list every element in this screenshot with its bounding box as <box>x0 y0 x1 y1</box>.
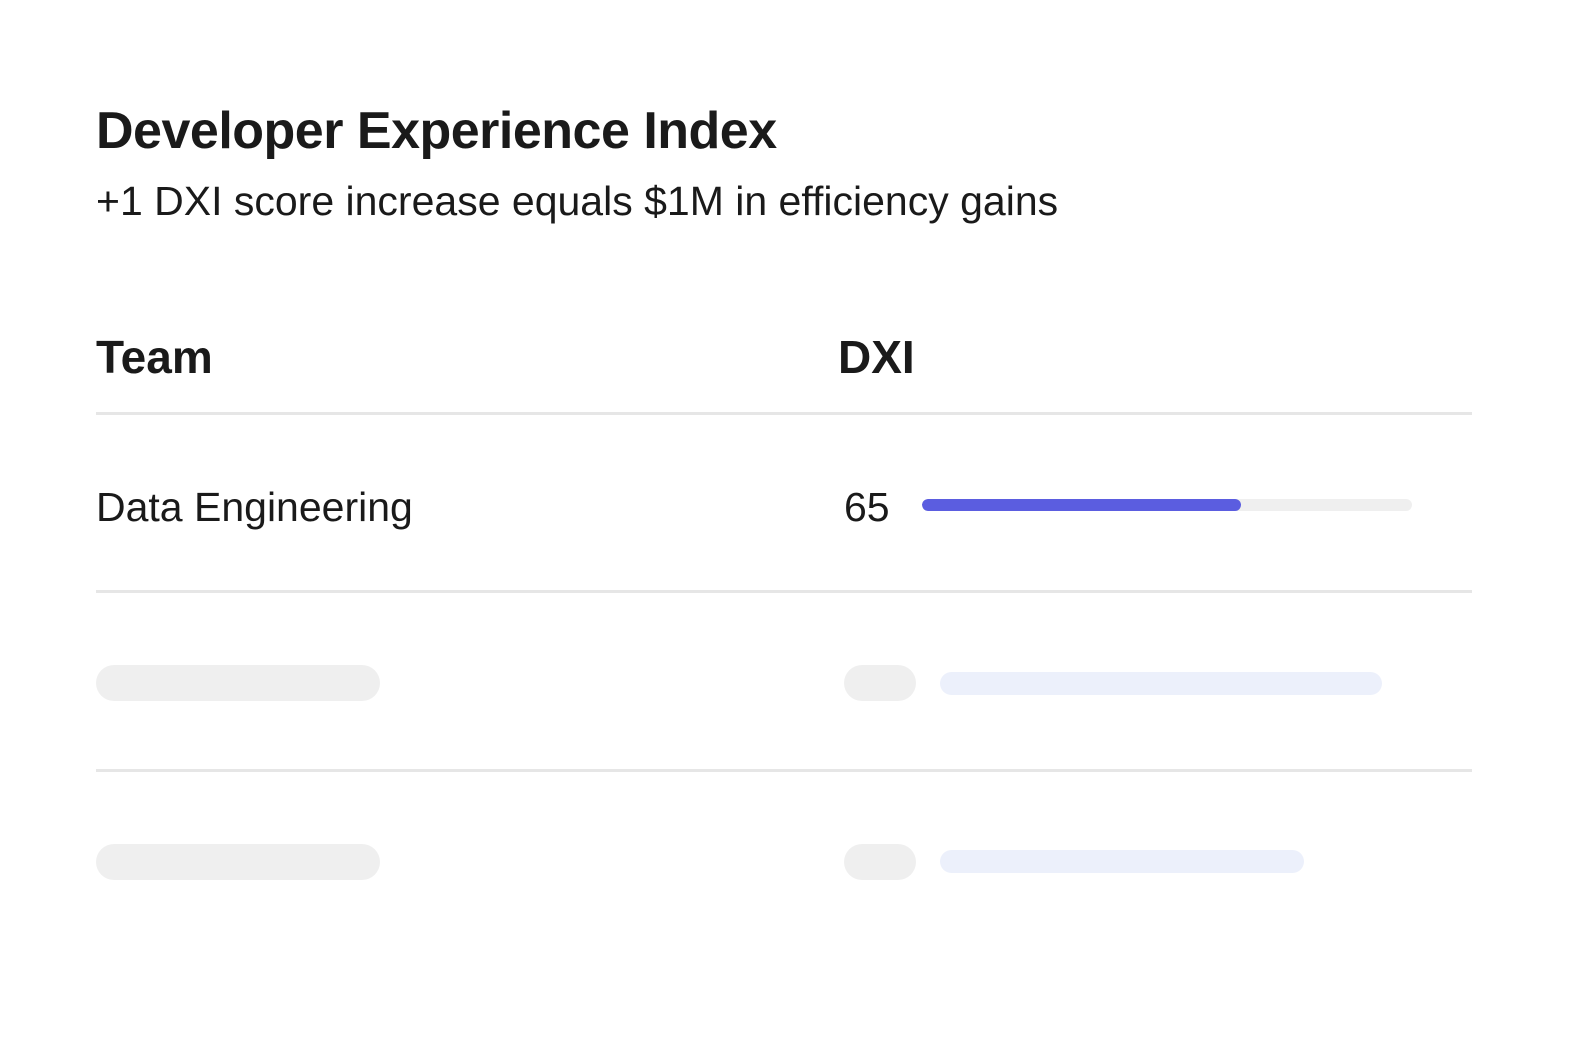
skeleton-score <box>844 844 916 880</box>
skeleton-team-name <box>96 844 380 880</box>
skeleton-progress-bar <box>940 850 1304 873</box>
row-divider <box>96 769 1472 772</box>
skeleton-score <box>844 665 916 701</box>
dxi-score: 65 <box>844 484 890 530</box>
header-divider <box>96 412 1472 415</box>
page-subtitle: +1 DXI score increase equals $1M in effi… <box>96 178 1059 224</box>
skeleton-progress-bar <box>940 672 1382 695</box>
column-header-team: Team <box>96 331 213 383</box>
skeleton-team-name <box>96 665 380 701</box>
dxi-progress-track <box>922 499 1412 511</box>
column-header-dxi: DXI <box>838 331 915 383</box>
row-divider <box>96 590 1472 593</box>
dxi-progress-fill <box>922 499 1241 511</box>
page-title: Developer Experience Index <box>96 102 777 160</box>
team-name: Data Engineering <box>96 484 413 530</box>
